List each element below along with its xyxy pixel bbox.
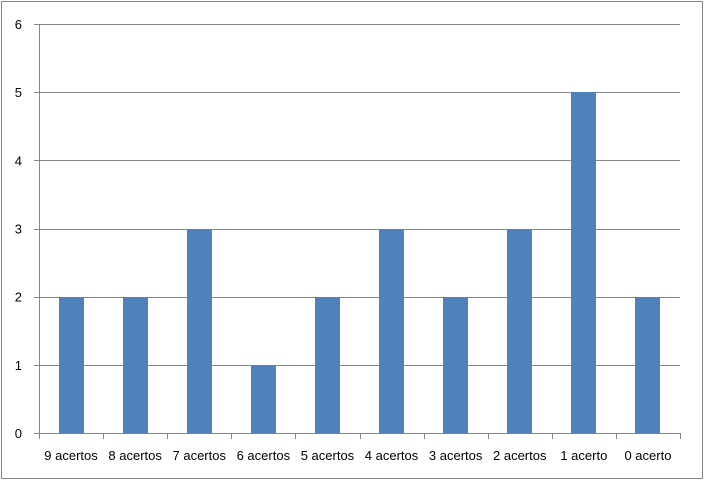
x-tick-label: 7 acertos [173,448,227,463]
x-tick-label: 3 acertos [429,448,483,463]
bar-1-acerto [571,92,596,433]
bar-2-acertos [507,229,532,434]
bar-4-acertos [379,229,404,434]
bar-7-acertos [187,229,212,434]
x-tick-label: 1 acerto [560,448,607,463]
y-tick-label: 5 [15,85,22,100]
x-tick-label: 6 acertos [237,448,291,463]
x-tick-label: 4 acertos [365,448,419,463]
x-tick-labels: 9 acertos 8 acertos 7 acertos 6 acertos 5 ac… [44,448,671,463]
y-tick-label: 0 [15,426,22,441]
bar-0-acerto [635,297,660,433]
y-tick-label: 2 [15,290,22,305]
axes [34,24,681,439]
x-tick-label: 5 acertos [301,448,355,463]
y-tick-labels: 0 1 2 3 4 5 6 [15,17,22,441]
bars [59,92,660,434]
y-tick-label: 6 [15,17,22,32]
bar-5-acertos [315,297,340,433]
y-tick-label: 3 [15,222,22,237]
y-tick-label: 4 [15,153,22,168]
bar-6-acertos [251,365,276,433]
bar-9-acertos [59,297,84,433]
bar-3-acertos [443,297,468,433]
x-tick-label: 9 acertos [44,448,98,463]
x-tick-label: 8 acertos [108,448,162,463]
y-tick-label: 1 [15,358,22,373]
x-tick-label: 2 acertos [493,448,547,463]
bar-8-acertos [123,297,148,433]
x-tick-label: 0 acerto [624,448,671,463]
